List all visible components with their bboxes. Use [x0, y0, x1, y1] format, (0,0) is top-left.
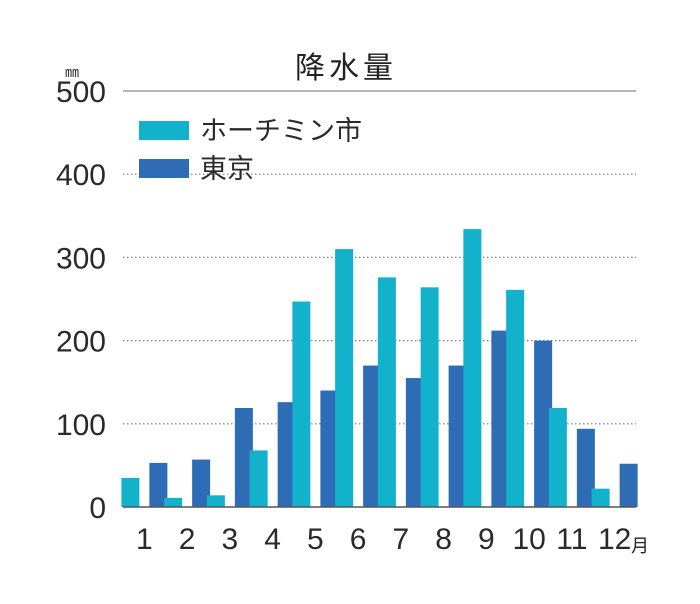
- y-axis-ticks: 0 100 200 300 400 500: [56, 76, 106, 525]
- chart-title: 降水量: [295, 51, 397, 86]
- bar-tokyo-8: [448, 365, 467, 507]
- legend-label-hcmc: ホーチミン市: [200, 116, 362, 147]
- bar-hcmc-2: [164, 497, 183, 507]
- bar-hcmc-12: [591, 488, 610, 507]
- y-tick-label: 100: [56, 409, 106, 442]
- x-tick-label: 3: [222, 523, 239, 556]
- bar-hcmc-11: [548, 407, 567, 507]
- bar-hcmc-10: [506, 289, 525, 507]
- bar-tokyo-4: [277, 402, 296, 507]
- x-tick-label: 1: [136, 523, 153, 556]
- y-tick-label: 200: [56, 326, 106, 359]
- bar-tokyo-11: [576, 428, 595, 507]
- x-tick-label: 4: [264, 523, 281, 556]
- bar-tokyo-1: [149, 462, 168, 507]
- x-tick-label: 11: [556, 523, 587, 556]
- bar-hcmc-9: [463, 229, 482, 507]
- x-tick-label: 12: [598, 523, 631, 556]
- x-tick-label: 8: [435, 523, 452, 556]
- x-tick-label: 9: [478, 523, 495, 556]
- bar-hcmc-3: [206, 495, 225, 507]
- y-axis-unit: ㎜: [65, 65, 79, 81]
- y-tick-label: 500: [56, 76, 106, 109]
- x-axis-ticks: 1 2 3 4 5 6 7 8 9 10 11 12: [136, 523, 631, 556]
- bar-tokyo-6: [363, 365, 382, 507]
- x-tick-label: 6: [350, 523, 367, 556]
- bar-tokyo-9: [491, 330, 510, 507]
- x-tick-label: 5: [307, 523, 324, 556]
- x-tick-label: 10: [512, 523, 545, 556]
- bar-hcmc-6: [335, 249, 354, 507]
- bar-hcmc-5: [292, 301, 311, 507]
- x-axis-unit: 月: [631, 536, 649, 557]
- bar-tokyo-10: [534, 340, 553, 507]
- bar-tokyo-12: [619, 463, 638, 507]
- bar-hcmc-4: [249, 450, 268, 507]
- bar-tokyo-7: [405, 378, 424, 507]
- x-tick-label: 2: [179, 523, 196, 556]
- y-tick-label: 300: [56, 242, 106, 275]
- bar-hcmc-1: [121, 477, 140, 507]
- legend-swatch-hcmc: [139, 121, 189, 140]
- bar-hcmc-7: [377, 277, 396, 507]
- bar-tokyo-3: [234, 407, 253, 507]
- legend-label-tokyo: 東京: [200, 154, 254, 185]
- bar-hcmc-8: [420, 287, 439, 507]
- y-tick-label: 0: [89, 492, 106, 525]
- bar-tokyo-2: [192, 459, 211, 507]
- y-tick-label: 400: [56, 159, 106, 192]
- legend-swatch-tokyo: [139, 159, 189, 178]
- bars: [121, 229, 638, 507]
- x-tick-label: 7: [393, 523, 410, 556]
- bar-tokyo-5: [320, 390, 339, 507]
